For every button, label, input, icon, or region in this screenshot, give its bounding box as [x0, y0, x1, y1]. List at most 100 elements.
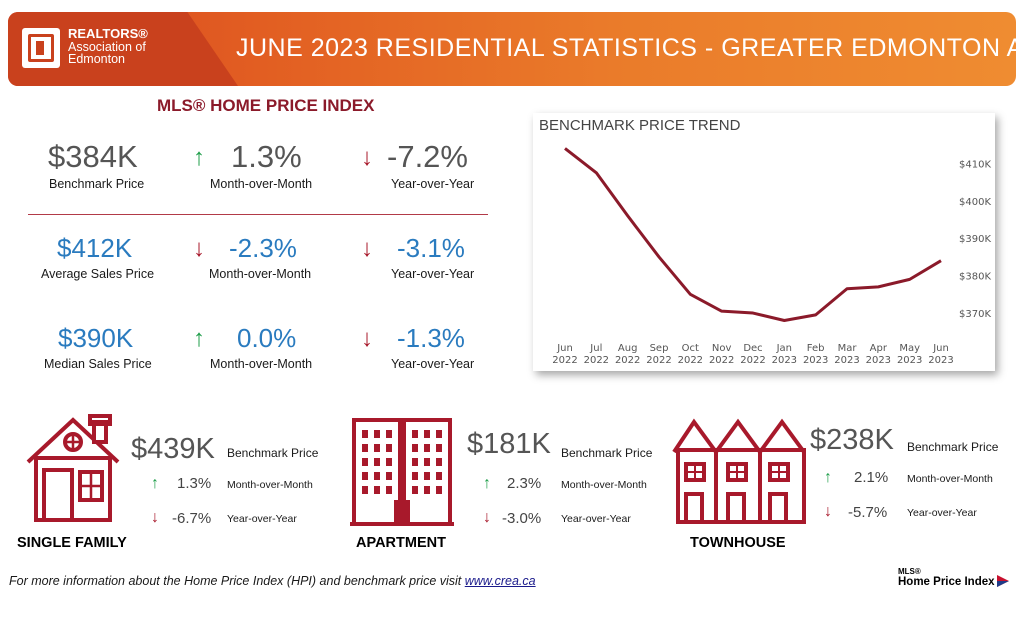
x-tick-month: Jun [932, 343, 949, 354]
average-mom-label: Month-over-Month [209, 267, 312, 281]
townhouse-value: $238K [810, 424, 894, 456]
average-price-label: Average Sales Price [41, 267, 155, 281]
median-price-label: Median Sales Price [44, 357, 152, 371]
x-tick-year: 2022 [740, 355, 765, 366]
x-tick-year: 2022 [709, 355, 734, 366]
average-mom-value: -2.3% [229, 233, 297, 263]
x-tick-year: 2022 [584, 355, 609, 366]
x-tick-month: May [899, 343, 920, 354]
hpi-logo-mark-icon [997, 575, 1009, 587]
x-tick-month: Sep [650, 343, 669, 354]
single-family-mom: 1.3% [177, 475, 212, 492]
hpi-section-title: MLS® HOME PRICE INDEX [157, 96, 375, 115]
page-title: JUNE 2023 RESIDENTIAL STATISTICS - GREAT… [236, 34, 1016, 62]
benchmark-trend-chart: BENCHMARK PRICE TREND $370K $380K $390K $40… [533, 113, 995, 371]
apartment-value-label: Benchmark Price [561, 446, 653, 460]
benchmark-price-value: $384K [48, 139, 138, 174]
x-tick-year: 2022 [678, 355, 703, 366]
hpi-logo-mls: MLS® [898, 567, 921, 576]
benchmark-yoy-label: Year-over-Year [391, 177, 475, 191]
hpi-logo-name: Home Price Index [898, 576, 995, 588]
x-tick-year: 2023 [772, 355, 797, 366]
chart-plot: $370K$380K$390K$400K$410KJun2022Jul2022A… [552, 147, 991, 366]
arrow-up-icon: ↑ [193, 325, 205, 352]
section-divider [28, 214, 488, 215]
arrow-down-icon: ↓ [483, 509, 491, 526]
benchmark-mom-label: Month-over-Month [210, 177, 313, 191]
townhouse-value-label: Benchmark Price [907, 440, 999, 454]
arrow-up-icon: ↑ [483, 475, 491, 492]
logo-line-3: Edmonton [68, 52, 125, 66]
arrow-up-icon: ↑ [193, 144, 205, 171]
arrow-down-icon: ↓ [824, 503, 832, 520]
realtors-logo-icon [22, 28, 60, 68]
apartment-yoy-label: Year-over-Year [561, 513, 631, 525]
x-tick-month: Jun [556, 343, 573, 354]
median-yoy-value: -1.3% [397, 323, 465, 353]
arrow-up-icon: ↑ [151, 475, 159, 492]
header-banner: REALTORS® Association of Edmonton JUNE 2… [8, 12, 1016, 86]
arrow-down-icon: ↓ [361, 325, 373, 352]
x-tick-month: Jan [776, 343, 792, 354]
x-tick-month: Aug [618, 343, 638, 354]
arrow-up-icon: ↑ [824, 469, 832, 486]
x-tick-year: 2022 [646, 355, 671, 366]
median-mom-label: Month-over-Month [210, 357, 313, 371]
y-tick-label: $370K [959, 309, 991, 320]
arrow-down-icon: ↓ [361, 235, 373, 262]
footer-note-text: For more information about the Home Pric… [9, 574, 465, 588]
logo-line-1: REALTORS® [68, 26, 148, 41]
arrow-down-icon: ↓ [361, 144, 373, 171]
townhouse-yoy: -5.7% [848, 504, 888, 521]
arrow-down-icon: ↓ [193, 235, 205, 262]
x-tick-month: Apr [870, 343, 888, 354]
association-logo-text: REALTORS® Association of Edmonton [68, 26, 148, 66]
single-family-yoy-label: Year-over-Year [227, 513, 297, 525]
apartment-icon [350, 418, 454, 526]
single-family-value-label: Benchmark Price [227, 446, 319, 460]
townhouse-mom-label: Month-over-Month [907, 473, 993, 485]
x-tick-year: 2023 [834, 355, 859, 366]
x-tick-year: 2023 [897, 355, 922, 366]
benchmark-price-line [564, 147, 942, 323]
logo-line-2: Association of [68, 39, 146, 54]
x-tick-month: Feb [807, 343, 825, 354]
apartment-yoy: -3.0% [502, 510, 542, 527]
x-tick-year: 2023 [803, 355, 828, 366]
townhouse-title: TOWNHOUSE [690, 535, 786, 551]
apartment-mom: 2.3% [507, 475, 542, 492]
median-mom-value: 0.0% [237, 323, 297, 353]
x-tick-year: 2022 [552, 355, 577, 366]
x-tick-year: 2023 [866, 355, 891, 366]
townhouse-mom: 2.1% [854, 469, 889, 486]
y-tick-label: $390K [959, 234, 991, 245]
y-tick-label: $400K [959, 197, 991, 208]
x-tick-month: Oct [682, 343, 699, 354]
benchmark-yoy-value: -7.2% [387, 139, 468, 174]
single-family-mom-label: Month-over-Month [227, 479, 313, 491]
chart-title: BENCHMARK PRICE TREND [539, 117, 741, 134]
x-tick-year: 2023 [928, 355, 953, 366]
benchmark-mom-value: 1.3% [231, 139, 302, 174]
crea-link[interactable]: www.crea.ca [464, 574, 536, 588]
single-family-yoy: -6.7% [172, 510, 212, 527]
benchmark-price-label: Benchmark Price [49, 177, 145, 191]
x-tick-month: Mar [838, 343, 858, 354]
x-tick-month: Jul [589, 343, 602, 354]
arrow-down-icon: ↓ [151, 509, 159, 526]
average-yoy-value: -3.1% [397, 233, 465, 263]
single-family-title: SINGLE FAMILY [17, 535, 127, 551]
y-tick-label: $410K [959, 159, 991, 170]
average-price-value: $412K [57, 233, 133, 263]
hpi-logo: MLS® Home Price Index [898, 567, 995, 588]
apartment-title: APARTMENT [356, 535, 446, 551]
x-tick-month: Dec [743, 343, 762, 354]
townhouse-icon [672, 418, 806, 524]
footer-note: For more information about the Home Pric… [9, 574, 536, 588]
median-yoy-label: Year-over-Year [391, 357, 475, 371]
average-yoy-label: Year-over-Year [391, 267, 475, 281]
x-tick-year: 2022 [615, 355, 640, 366]
apartment-mom-label: Month-over-Month [561, 479, 647, 491]
y-tick-label: $380K [959, 272, 991, 283]
single-family-value: $439K [131, 433, 215, 465]
